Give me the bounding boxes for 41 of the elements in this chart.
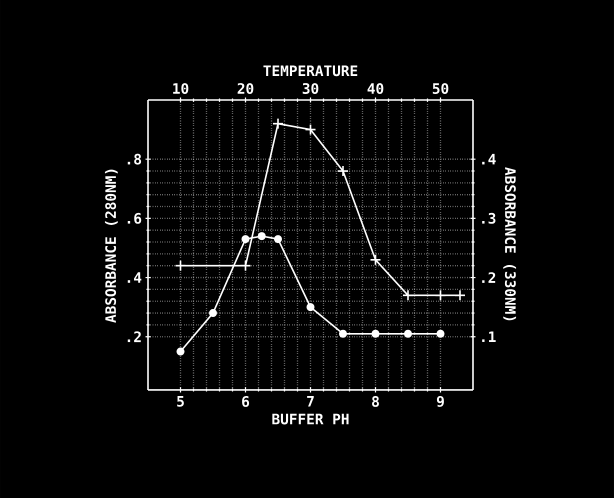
- point: [337, 165, 349, 177]
- point: [370, 254, 382, 266]
- y2-axis-title: ABSORBANCE (330NM): [503, 167, 516, 320]
- point: [242, 235, 250, 244]
- y-tick-label: .4: [128, 272, 142, 283]
- point: [434, 290, 446, 302]
- x2-tick-label: 40: [368, 83, 384, 94]
- y-tick-label: .6: [128, 212, 142, 224]
- y2-tick-label: .2: [482, 272, 496, 283]
- point: [258, 232, 266, 240]
- x2-tick-label: 30: [302, 83, 318, 94]
- point: [209, 309, 218, 318]
- point: [436, 330, 444, 338]
- x-axis-title: BUFFER PH: [272, 414, 349, 424]
- y2-tick-label: .4: [482, 154, 496, 164]
- y2-tick-label: .1: [482, 331, 496, 342]
- x-tick-label: 8: [372, 396, 379, 407]
- x-tick-label: 6: [242, 396, 250, 407]
- point: [404, 330, 412, 338]
- point: [371, 330, 380, 338]
- point: [176, 348, 185, 356]
- point: [174, 260, 186, 272]
- point: [274, 235, 282, 244]
- y-tick-label: .8: [128, 154, 142, 165]
- point: [402, 290, 414, 302]
- point: [240, 260, 252, 272]
- y2-tick-label: .3: [482, 212, 496, 224]
- x2-tick-label: 10: [173, 83, 188, 94]
- point: [454, 290, 466, 302]
- x2-tick-label: 20: [238, 83, 254, 94]
- point: [304, 124, 316, 136]
- y-axis-title: ABSORBANCE (280NM): [104, 170, 118, 323]
- point: [272, 118, 284, 130]
- point: [339, 330, 347, 338]
- x-tick-label: 9: [436, 396, 444, 407]
- y-tick-label: .2: [128, 331, 141, 342]
- x2-tick-label: 50: [432, 83, 448, 94]
- x-tick-label: 7: [307, 396, 314, 407]
- point: [306, 303, 314, 312]
- x-tick-label: 5: [177, 396, 184, 407]
- x2-axis-title: TEMPERATURE: [263, 66, 358, 76]
